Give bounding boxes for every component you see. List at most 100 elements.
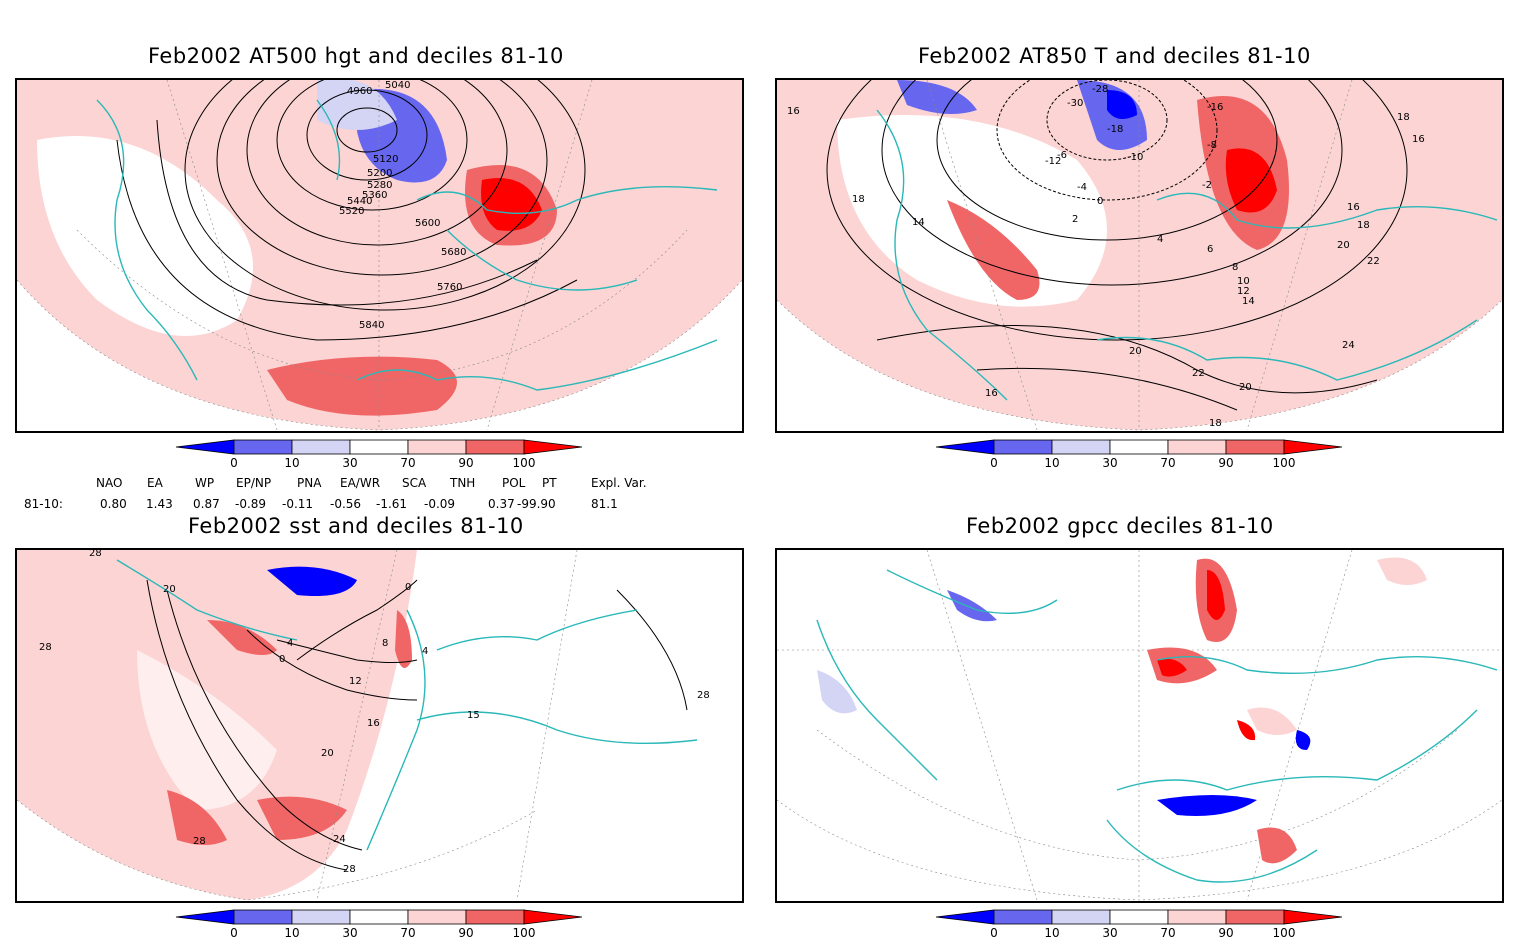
- indices-value-pol: 0.37: [488, 497, 515, 511]
- contour-label: 12: [1237, 286, 1250, 297]
- contour-label: 0: [405, 582, 411, 593]
- contour-label: 28: [39, 642, 52, 653]
- colorbar-tick-label: 90: [458, 926, 473, 940]
- colorbar-segment: [1109, 909, 1169, 925]
- map-hgt500: 4960 5040 5120 5200 5280 5360 5440 5520 …: [15, 78, 744, 433]
- colorbar-segment: [291, 909, 351, 925]
- contour-label: 5600: [415, 218, 440, 229]
- indices-value-ea: 1.43: [146, 497, 173, 511]
- colorbar-gpcc: 0 10 30 70 90 100: [930, 906, 1350, 946]
- contour-label: -18: [1107, 124, 1123, 135]
- contour-label: 20: [1129, 346, 1142, 357]
- contour-label: 14: [1242, 296, 1255, 307]
- contour-label: 5280: [367, 180, 392, 191]
- colorbar-tick-label: 100: [1273, 456, 1296, 470]
- colorbar-tick-label: 70: [1160, 926, 1175, 940]
- contour-label: -10: [1127, 152, 1143, 163]
- contour-label: 20: [163, 584, 176, 595]
- map-gpcc: [775, 548, 1504, 903]
- indices-value-pna: -0.11: [282, 497, 314, 511]
- contour-label: 22: [1192, 368, 1205, 379]
- colorbar-segment: [1167, 909, 1227, 925]
- colorbar-tick-label: 90: [1218, 456, 1233, 470]
- indices-value-sca: -1.61: [376, 497, 408, 511]
- contour-label: 4: [1157, 234, 1163, 245]
- colorbar-segment: [1283, 439, 1343, 455]
- indices-header-ea: EA: [147, 476, 163, 490]
- contour-label: 4: [287, 638, 293, 649]
- contour-label: 5680: [441, 247, 466, 258]
- colorbar-tick-label: 100: [1273, 926, 1296, 940]
- colorbar-tick-label: 0: [990, 456, 998, 470]
- contour-label: 5520: [339, 206, 364, 217]
- contour-label: 5120: [373, 154, 398, 165]
- colorbar-segment: [233, 909, 293, 925]
- panel-title-hgt500: Feb2002 AT500 hgt and deciles 81-10: [148, 44, 564, 68]
- colorbar-sst: 0 10 30 70 90 100: [170, 906, 590, 946]
- contour-label: 0: [1097, 196, 1103, 207]
- colorbar-segment: [465, 909, 525, 925]
- colorbar-hgt500: 0 10 30 70 90 100: [170, 436, 590, 476]
- contour-label: 5840: [359, 320, 384, 331]
- indices-header-tnh: TNH: [450, 476, 476, 490]
- panel-title-t850: Feb2002 AT850 T and deciles 81-10: [918, 44, 1311, 68]
- indices-header-epnp: EP/NP: [236, 476, 272, 490]
- colorbar-tick-label: 30: [342, 456, 357, 470]
- colorbar-tick-label: 0: [230, 926, 238, 940]
- indices-value-pt: -99.90: [517, 497, 556, 511]
- colorbar-tick-label: 90: [1218, 926, 1233, 940]
- colorbar-segment: [935, 439, 995, 455]
- indices-header-pol: POL: [502, 476, 526, 490]
- colorbar-tick-label: 100: [513, 456, 536, 470]
- contour-label: 20: [1239, 382, 1252, 393]
- colorbar-segment: [349, 439, 409, 455]
- contour-label: -16: [1207, 102, 1223, 113]
- contour-label: 5040: [385, 80, 410, 91]
- contour-label: 28: [89, 550, 102, 559]
- panel-title-gpcc: Feb2002 gpcc deciles 81-10: [966, 514, 1274, 538]
- contour-label: 5440: [347, 196, 372, 207]
- contour-label: 16: [367, 718, 380, 729]
- contour-label: -2: [1202, 180, 1212, 191]
- contour-label: 15: [467, 710, 480, 721]
- map-sst: 28 20 28 0 4 8 12 16 20 24 28 28 4 15 28…: [15, 548, 744, 903]
- contour-label: 16: [1347, 202, 1360, 213]
- colorbar-segment: [407, 909, 467, 925]
- contour-label: -4: [1077, 182, 1087, 193]
- indices-row-label: 81-10:: [24, 497, 63, 511]
- indices-value-wp: 0.87: [193, 497, 220, 511]
- colorbar-segment: [1283, 909, 1343, 925]
- colorbar-segment: [1051, 909, 1111, 925]
- colorbar-tick-label: 70: [400, 456, 415, 470]
- map-t850: -28 -30 -16 -18 -8 -10 -12 -6 -4 -2 0 2 …: [775, 78, 1504, 433]
- colorbar-segment: [1109, 439, 1169, 455]
- contour-label: -12: [1045, 156, 1061, 167]
- contour-label: 18: [1397, 112, 1410, 123]
- indices-header-pna: PNA: [297, 476, 322, 490]
- indices-value-epnp: -0.89: [235, 497, 267, 511]
- indices-header-eawr: EA/WR: [340, 476, 381, 490]
- contour-label: 12: [349, 676, 362, 687]
- indices-header-pt: PT: [542, 476, 557, 490]
- contour-label: 5760: [437, 282, 462, 293]
- colorbar-segment: [1225, 909, 1285, 925]
- contour-label: 18: [1209, 418, 1222, 429]
- contour-label: 6: [1207, 244, 1213, 255]
- colorbar-segment: [1225, 439, 1285, 455]
- colorbar-segment: [935, 909, 995, 925]
- colorbar-tick-label: 30: [1102, 926, 1117, 940]
- indices-header-sca: SCA: [402, 476, 427, 490]
- contour-label: 16: [1412, 134, 1425, 145]
- colorbar-segment: [993, 439, 1053, 455]
- contour-label: 5360: [362, 190, 387, 201]
- indices-value-eawr: -0.56: [330, 497, 362, 511]
- indices-value-explvar: 81.1: [591, 497, 618, 511]
- colorbar-segment: [523, 909, 583, 925]
- colorbar-tick-label: 10: [284, 456, 299, 470]
- colorbar-segment: [175, 439, 235, 455]
- colorbar-tick-label: 10: [1044, 456, 1059, 470]
- colorbar-t850: 0 10 30 70 90 100: [930, 436, 1350, 476]
- colorbar-tick-label: 10: [284, 926, 299, 940]
- contour-label: 28: [697, 690, 710, 701]
- colorbar-segment: [993, 909, 1053, 925]
